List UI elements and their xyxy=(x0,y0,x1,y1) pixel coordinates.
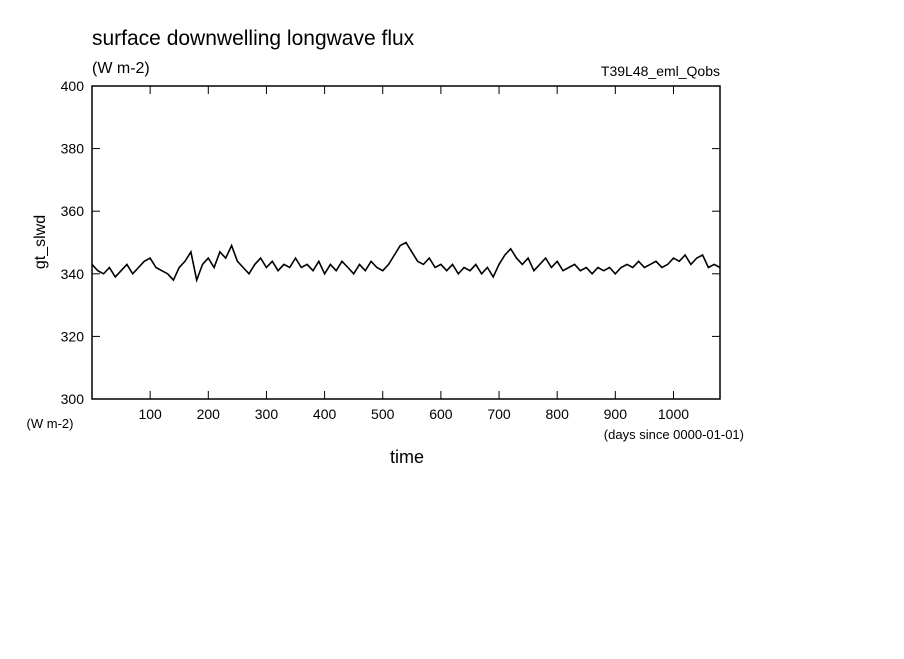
x-unit: (days since 0000-01-01) xyxy=(604,427,744,442)
x-tick-label: 600 xyxy=(429,406,453,422)
x-tick-label: 100 xyxy=(138,406,162,422)
x-tick-label: 300 xyxy=(255,406,279,422)
y-tick-label: 340 xyxy=(61,266,85,282)
y-tick-label: 380 xyxy=(61,141,85,157)
data-line xyxy=(91,241,721,284)
x-tick-label: 500 xyxy=(371,406,395,422)
y-tick-label: 400 xyxy=(61,78,85,94)
annotation: T39L48_eml_Qobs xyxy=(601,63,720,79)
y-tick-label: 360 xyxy=(61,203,85,219)
plot-frame xyxy=(91,85,721,400)
x-tick-label: 900 xyxy=(604,406,628,422)
x-tick-label: 700 xyxy=(487,406,511,422)
y-unit: (W m-2) xyxy=(27,416,74,431)
subtitle: (W m-2) xyxy=(92,60,150,77)
y-axis-label: gt_slwd xyxy=(32,215,49,269)
x-tick-label: 1000 xyxy=(658,406,689,422)
x-tick-label: 400 xyxy=(313,406,337,422)
x-axis-label: time xyxy=(390,447,424,467)
x-tick-label: 200 xyxy=(197,406,221,422)
y-tick-label: 320 xyxy=(61,328,85,344)
x-tick-label: 800 xyxy=(546,406,570,422)
chart-title: surface downwelling longwave flux xyxy=(92,27,415,50)
y-tick-label: 300 xyxy=(61,391,85,407)
